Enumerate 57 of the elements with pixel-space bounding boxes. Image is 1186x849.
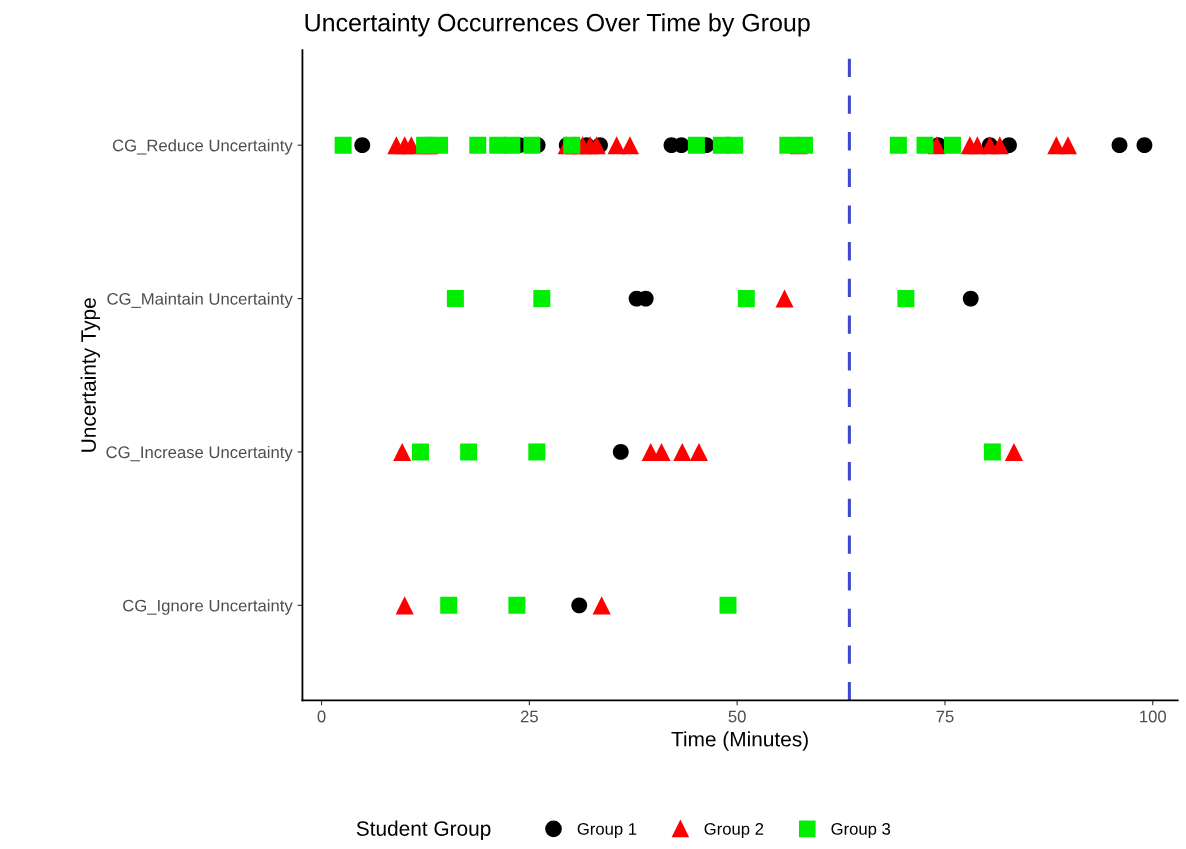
x-axis-title: Time (Minutes): [671, 731, 808, 751]
x-tick-label: 25: [520, 710, 538, 723]
point: [469, 136, 487, 154]
chart-title: Uncertainty Occurrences Over Time by Group: [305, 13, 810, 37]
point: [737, 290, 755, 308]
point: [411, 443, 429, 461]
point: [334, 136, 352, 154]
point: [620, 136, 639, 155]
point: [446, 290, 464, 308]
point: [889, 136, 907, 154]
point: [431, 136, 449, 154]
point: [775, 289, 794, 308]
point: [395, 596, 414, 615]
point: [1136, 137, 1153, 154]
point: [592, 596, 611, 615]
legend-label: Group 2: [704, 822, 764, 839]
point: [533, 290, 551, 308]
y-axis-title: Uncertainty Type: [80, 298, 101, 452]
legend-title: Student Group: [356, 820, 491, 841]
point: [943, 136, 961, 154]
point: [962, 290, 979, 307]
point: [779, 136, 797, 154]
y-tick-label: CG_Maintain Uncertainty: [107, 292, 293, 309]
point: [1004, 442, 1023, 461]
point: [968, 136, 987, 155]
point: [571, 597, 588, 614]
x-tick-label: 75: [936, 710, 954, 723]
point: [990, 136, 1009, 155]
point: [897, 290, 915, 308]
point: [460, 443, 478, 461]
point: [440, 596, 458, 614]
point: [673, 442, 692, 461]
point: [983, 443, 1001, 461]
y-tick-label: CG_Ignore Uncertainty: [123, 599, 293, 615]
point: [528, 443, 546, 461]
point: [687, 136, 705, 154]
point: [1058, 136, 1078, 155]
point: [1111, 137, 1128, 154]
y-tick-label: CG_Reduce Uncertainty: [112, 139, 293, 155]
point: [689, 442, 708, 461]
legend-label: Group 3: [831, 822, 891, 839]
x-tick-label: 0: [317, 710, 326, 723]
point: [916, 136, 934, 154]
x-tick-label: 50: [728, 710, 746, 723]
point: [607, 136, 626, 155]
point: [726, 136, 744, 154]
point: [795, 136, 813, 154]
y-tick-label: CG_Increase Uncertainty: [106, 445, 293, 462]
point: [523, 136, 541, 154]
point: [354, 137, 371, 154]
point: [612, 444, 629, 460]
point: [719, 596, 737, 614]
legend-label: Group 1: [577, 822, 637, 839]
point: [393, 442, 412, 461]
point: [508, 596, 526, 614]
point: [503, 136, 521, 154]
x-tick-label: 100: [1140, 710, 1167, 723]
